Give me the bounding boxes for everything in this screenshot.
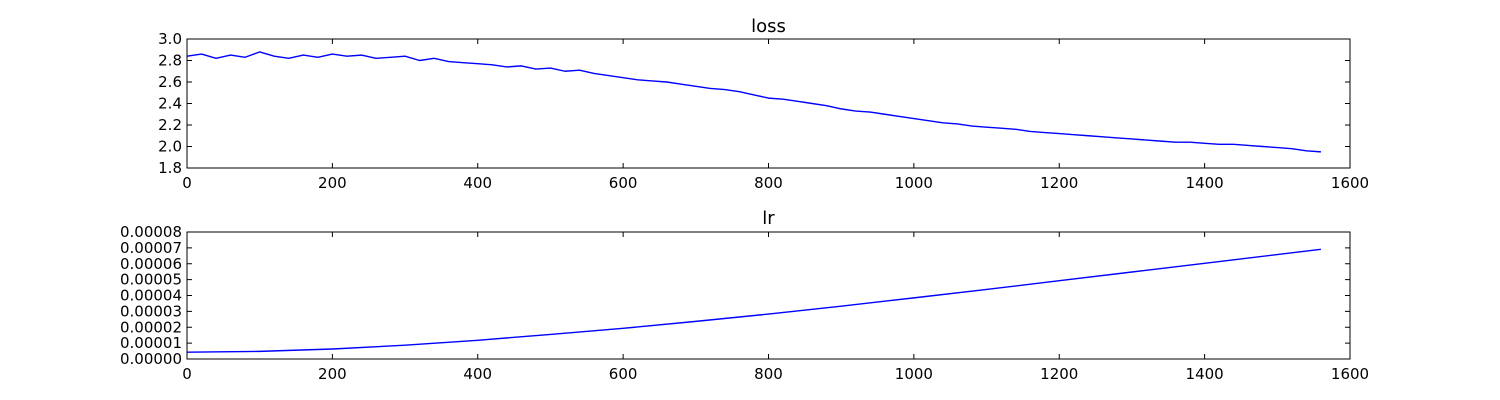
loss-axes-frame	[186, 38, 1351, 169]
loss-series-line-0	[186, 51, 1321, 153]
lr-series-line-0	[186, 248, 1322, 353]
lr-x-tick-label: 1400	[1186, 365, 1224, 383]
lr-y-tick-label: 0.00003	[120, 302, 182, 320]
lr-y-tick-label: 0.00008	[120, 223, 182, 241]
lr-x-tick-label: 200	[318, 365, 347, 383]
loss-chart-title: loss	[751, 16, 786, 37]
loss-y-tick-label: 1.8	[158, 159, 182, 177]
loss-plot-area: 0 200 400 600 800 1000 1200 1400 1600 1.8 2.0 2.2 2.…	[158, 30, 1369, 192]
loss-y-tick-label: 2.2	[158, 116, 182, 134]
lr-y-tick-label: 0.00006	[120, 255, 182, 273]
lr-y-tick-label: 0.00000	[120, 350, 182, 368]
lr-plot-area: 0 200 400 600 800 1000 1200 1400 16000.000000.00…	[120, 223, 1369, 383]
loss-x-tick-label: 1200	[1040, 174, 1078, 192]
loss-x-tick-label: 200	[318, 174, 347, 192]
lr-y-tick-label: 0.00002	[120, 318, 182, 336]
lr-x-tick-label: 600	[609, 365, 638, 383]
lr-panel: lr 0 200 400 600 800 1000 1200 1400 16000.000000…	[120, 208, 1369, 383]
lr-y-tick-label: 0.00005	[120, 271, 182, 289]
lr-x-tick-label: 0	[182, 365, 192, 383]
loss-x-tick-label: 1000	[895, 174, 933, 192]
lr-x-tick-label: 1000	[895, 365, 933, 383]
loss-y-tick-label: 2.6	[158, 73, 182, 91]
loss-y-tick-label: 2.8	[158, 52, 182, 70]
lr-x-tick-label: 1200	[1040, 365, 1078, 383]
loss-x-tick-label: 1600	[1331, 174, 1369, 192]
lr-y-tick-label: 0.00001	[120, 334, 182, 352]
loss-panel: loss 0 200 400 600 800 1000 1200 1400 1600 1.8 2.0…	[158, 16, 1369, 192]
loss-x-tick-label: 800	[754, 174, 783, 192]
lr-x-tick-label: 800	[754, 365, 783, 383]
loss-x-tick-label: 0	[182, 174, 192, 192]
loss-x-tick-label: 600	[609, 174, 638, 192]
loss-y-tick-label: 3.0	[158, 30, 182, 48]
loss-y-tick-label: 2.0	[158, 138, 182, 156]
lr-y-tick-label: 0.00004	[120, 287, 182, 305]
lr-chart-title: lr	[762, 208, 775, 229]
lr-y-tick-label: 0.00007	[120, 239, 182, 257]
lr-x-tick-label: 1600	[1331, 365, 1369, 383]
lr-axes-frame	[186, 231, 1351, 360]
loss-x-tick-label: 400	[463, 174, 492, 192]
loss-y-tick-label: 2.4	[158, 95, 182, 113]
lr-x-tick-label: 400	[463, 365, 492, 383]
loss-x-tick-label: 1400	[1186, 174, 1224, 192]
